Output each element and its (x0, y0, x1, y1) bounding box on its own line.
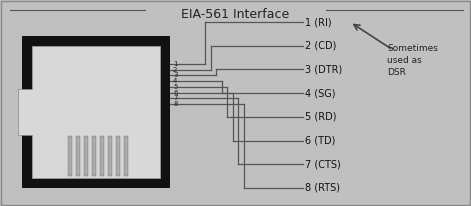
Text: 3 (DTR): 3 (DTR) (305, 64, 342, 74)
Text: 3: 3 (173, 73, 178, 78)
Bar (68, 136, 72, 176)
Text: EIA-561 Interface: EIA-561 Interface (181, 8, 290, 21)
Text: 2 (CD): 2 (CD) (305, 41, 336, 51)
Text: 5 (RD): 5 (RD) (305, 112, 336, 122)
Text: 5: 5 (173, 84, 178, 90)
Bar (92, 136, 96, 176)
Bar (76, 136, 80, 176)
Text: 1 (RI): 1 (RI) (305, 17, 332, 27)
Text: 2: 2 (173, 67, 178, 73)
Bar (100, 136, 104, 176)
Text: Sometimes
used as
DSR: Sometimes used as DSR (387, 44, 438, 77)
Text: 6 (TD): 6 (TD) (305, 136, 335, 146)
Text: 4 (SG): 4 (SG) (305, 88, 335, 98)
Text: 4: 4 (173, 78, 178, 84)
Text: 7: 7 (173, 95, 178, 101)
Polygon shape (18, 46, 160, 178)
Text: 1: 1 (173, 61, 178, 67)
Bar (32, 46, 160, 178)
Bar (116, 136, 120, 176)
Bar (84, 136, 88, 176)
Text: 7 (CTS): 7 (CTS) (305, 159, 341, 169)
Bar (108, 136, 112, 176)
Text: 8: 8 (173, 101, 178, 107)
Text: 8 (RTS): 8 (RTS) (305, 183, 340, 193)
Text: 6: 6 (173, 90, 178, 96)
Bar (124, 136, 128, 176)
Bar (22, 36, 170, 188)
